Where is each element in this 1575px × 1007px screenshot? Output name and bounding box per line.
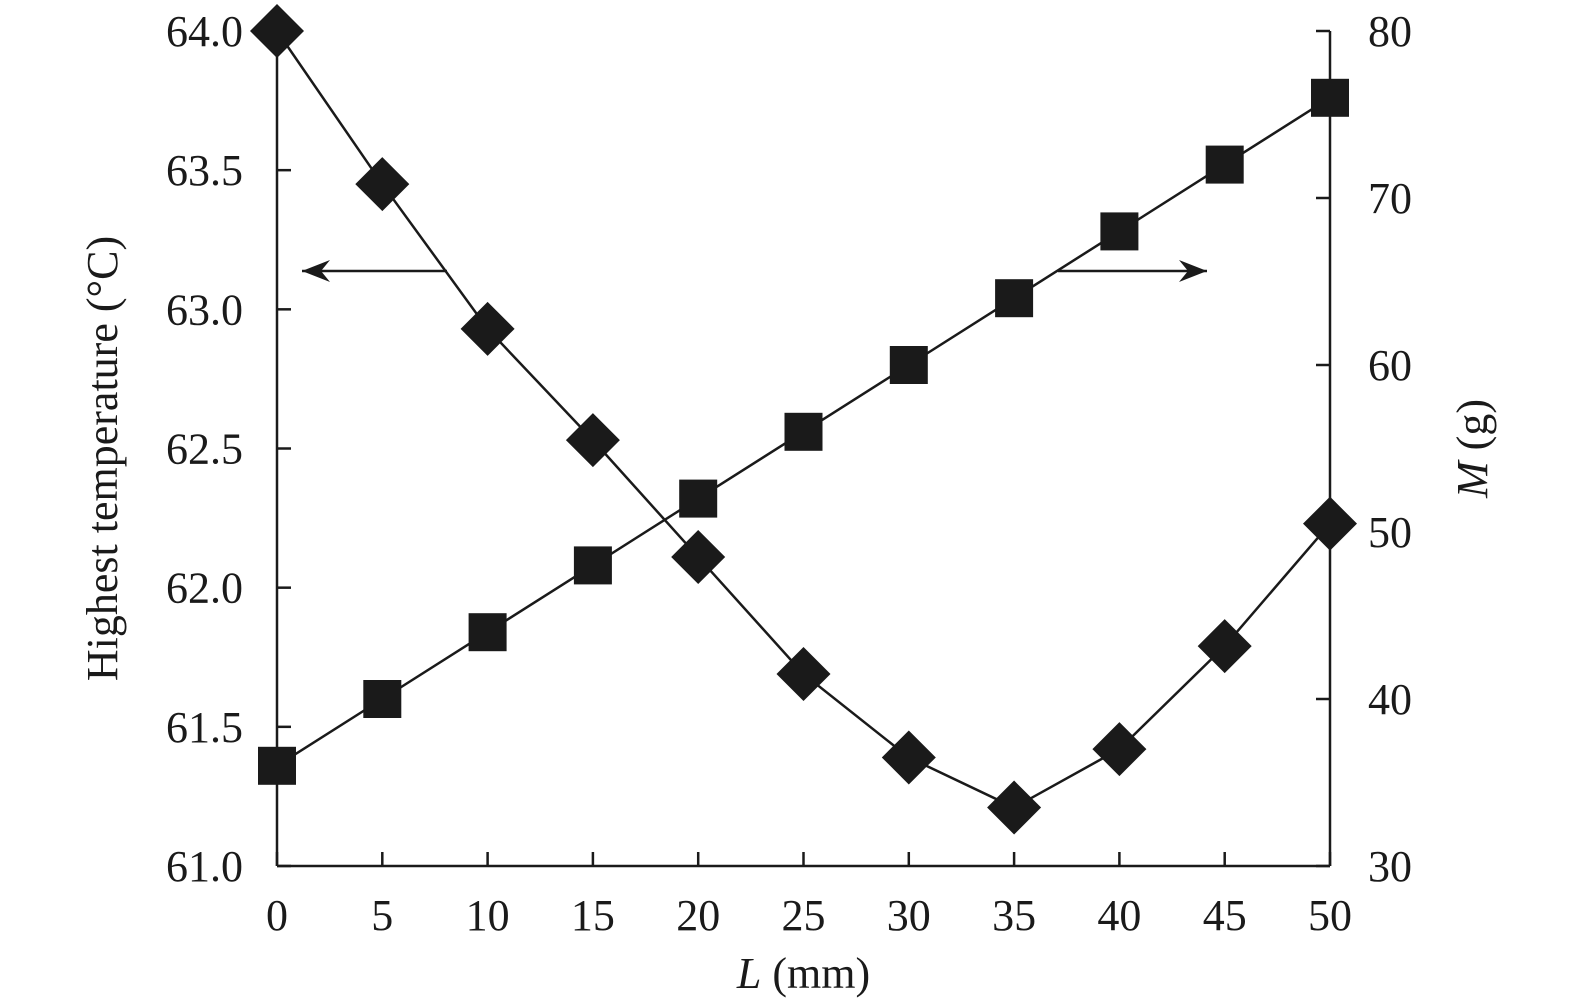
y-left-tick-label: 61.5 — [166, 703, 243, 752]
x-tick-label: 50 — [1308, 891, 1352, 940]
x-tick-label: 0 — [266, 891, 288, 940]
y-right-tick-label: 60 — [1368, 341, 1412, 390]
x-tick-label: 10 — [466, 891, 510, 940]
y-right-tick-label: 40 — [1368, 675, 1412, 724]
y-left-tick-label: 62.5 — [166, 425, 243, 474]
x-axis-title-variable: L — [736, 949, 761, 998]
y-left-tick-label: 62.0 — [166, 564, 243, 613]
y-right-axis-title: M (g) — [1448, 399, 1497, 499]
x-tick-label: 30 — [887, 891, 931, 940]
temperature-point — [776, 646, 831, 701]
mass-point — [679, 479, 718, 518]
x-tick-label: 35 — [992, 891, 1036, 940]
temperature-point — [565, 413, 620, 468]
right-axis-arrow-head — [1179, 260, 1207, 282]
mass-point — [363, 680, 402, 718]
mass-point — [889, 346, 928, 384]
temperature-point — [881, 730, 936, 785]
mass-point — [258, 746, 296, 785]
x-tick-label: 40 — [1097, 891, 1141, 940]
x-tick-label: 5 — [371, 891, 393, 940]
x-axis-title: L (mm) — [736, 949, 870, 998]
x-tick-label: 25 — [782, 891, 826, 940]
x-tick-label: 15 — [571, 891, 615, 940]
x-tick-label: 20 — [676, 891, 720, 940]
temperature-point — [355, 157, 410, 212]
temperature-point — [987, 780, 1042, 835]
y-left-tick-label: 64.0 — [166, 7, 243, 56]
y-left-axis-title: Highest temperature (°C) — [78, 236, 127, 681]
temperature-point — [1197, 619, 1252, 674]
x-tick-label: 45 — [1203, 891, 1247, 940]
y-right-tick-label: 80 — [1368, 7, 1412, 56]
annotation-layer — [302, 260, 1207, 282]
mass-point — [784, 412, 823, 451]
y-left-tick-label: 61.0 — [166, 842, 243, 891]
y-right-axis-title-variable: M — [1448, 459, 1497, 499]
y-right-tick-label: 30 — [1368, 842, 1412, 891]
temperature-point — [1092, 722, 1147, 777]
y-left-tick-label: 63.5 — [166, 146, 243, 195]
mass-point — [468, 613, 507, 652]
mass-point — [573, 546, 612, 585]
mass-point — [1311, 78, 1349, 117]
temperature-point — [671, 530, 726, 585]
y-right-tick-label: 50 — [1368, 508, 1412, 557]
series-layer — [250, 4, 1357, 835]
y-right-ticks: 30 40 50 60 70 80 — [1316, 7, 1412, 891]
mass-point — [1205, 145, 1244, 184]
y-left-tick-label: 63.0 — [166, 285, 243, 334]
left-axis-arrow-head — [302, 260, 330, 282]
y-right-tick-label: 70 — [1368, 174, 1412, 223]
y-right-axis-title-unit: (g) — [1448, 399, 1497, 461]
temperature-point — [1303, 496, 1357, 551]
y-left-ticks: 61.0 61.5 62.0 62.5 63.0 63.5 64.0 — [166, 7, 291, 891]
mass-point — [995, 279, 1034, 318]
mass-point — [1100, 212, 1139, 251]
x-ticks: 0 5 10 15 20 25 30 35 40 45 50 — [266, 852, 1352, 940]
temperature-point — [460, 301, 515, 356]
temperature-point — [250, 4, 304, 58]
x-axis-title-unit: (mm) — [761, 949, 870, 998]
